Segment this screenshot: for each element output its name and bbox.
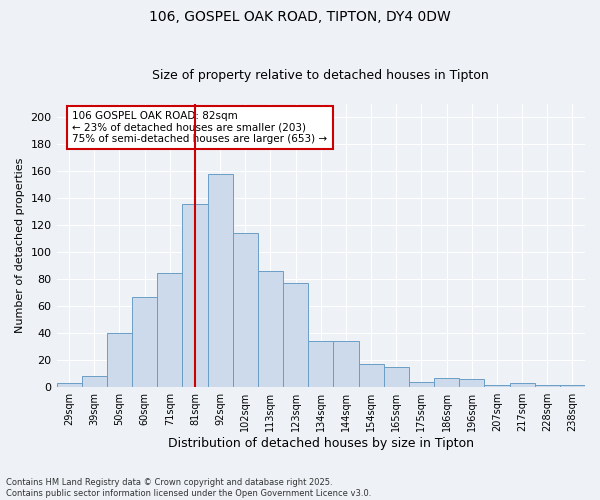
Bar (459, 379, 484, 387)
Bar (334, 342, 359, 387)
Bar (132, 297, 157, 387)
Text: 106, GOSPEL OAK ROAD, TIPTON, DY4 0DW: 106, GOSPEL OAK ROAD, TIPTON, DY4 0DW (149, 10, 451, 24)
Bar (56, 383, 82, 387)
Bar (308, 342, 334, 387)
Bar (560, 384, 585, 387)
Bar (283, 284, 308, 387)
Bar (182, 204, 208, 387)
Text: Contains HM Land Registry data © Crown copyright and database right 2025.
Contai: Contains HM Land Registry data © Crown c… (6, 478, 371, 498)
Bar (383, 367, 409, 387)
Bar (233, 234, 258, 387)
Bar (434, 378, 459, 387)
Bar (258, 271, 283, 387)
Bar (535, 384, 560, 387)
X-axis label: Distribution of detached houses by size in Tipton: Distribution of detached houses by size … (168, 437, 474, 450)
Y-axis label: Number of detached properties: Number of detached properties (15, 158, 25, 334)
Bar (107, 334, 132, 387)
Title: Size of property relative to detached houses in Tipton: Size of property relative to detached ho… (152, 69, 489, 82)
Bar (484, 384, 509, 387)
Bar (359, 364, 383, 387)
Bar (157, 272, 182, 387)
Text: 106 GOSPEL OAK ROAD: 82sqm
← 23% of detached houses are smaller (203)
75% of sem: 106 GOSPEL OAK ROAD: 82sqm ← 23% of deta… (73, 111, 328, 144)
Bar (208, 174, 233, 387)
Bar (82, 376, 107, 387)
Bar (409, 382, 434, 387)
Bar (509, 383, 535, 387)
